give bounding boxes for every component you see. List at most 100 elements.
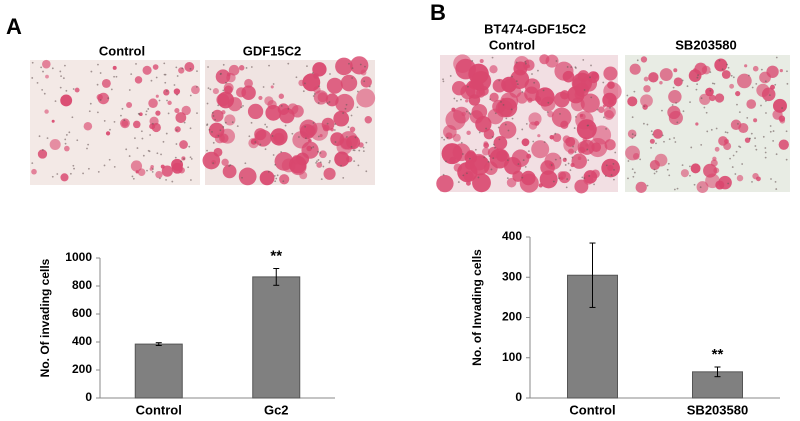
pore: [65, 89, 68, 92]
cell-stain: [506, 177, 517, 188]
cell-stain: [292, 131, 310, 149]
pore: [498, 138, 501, 141]
cell-stain: [476, 88, 486, 98]
pore: [222, 63, 225, 66]
pore: [485, 127, 488, 130]
pore: [515, 61, 518, 64]
pore: [206, 149, 208, 152]
cell-stain: [181, 105, 191, 116]
cell-stain: [627, 96, 638, 107]
cell-stain: [479, 58, 484, 64]
pore: [43, 92, 46, 95]
pore: [676, 121, 679, 124]
cell-stain: [516, 92, 528, 104]
cell-stain: [779, 68, 783, 73]
pore: [347, 126, 350, 128]
y-tick-label: 100: [502, 350, 522, 364]
pore: [212, 141, 215, 144]
pore: [491, 135, 494, 138]
cell-stain: [317, 92, 328, 103]
pore: [217, 134, 220, 137]
pore: [582, 59, 585, 61]
pore: [543, 141, 546, 144]
pore: [97, 170, 100, 173]
cell-stain: [436, 174, 454, 193]
panel-title: BT474-GDF15C2: [484, 21, 586, 36]
pore: [121, 107, 124, 110]
pore: [350, 114, 353, 117]
pore: [242, 104, 244, 107]
cell-stain: [452, 133, 461, 142]
pore: [655, 142, 657, 145]
pore: [457, 181, 460, 183]
pore: [703, 106, 706, 109]
pore: [354, 136, 357, 139]
pore: [68, 131, 71, 134]
pore: [345, 103, 348, 106]
pore: [315, 161, 317, 164]
pore: [525, 62, 527, 65]
pore: [365, 170, 368, 173]
y-tick-label: 400: [502, 229, 522, 243]
cell-stain: [648, 72, 659, 83]
pore: [317, 135, 320, 138]
cell-stain: [493, 136, 508, 150]
pore: [190, 158, 193, 160]
cell-stain: [167, 100, 172, 106]
pore: [524, 60, 527, 63]
pore: [510, 108, 513, 111]
pore: [264, 148, 267, 151]
cell-stain: [562, 70, 575, 83]
pore: [166, 90, 168, 92]
pore: [88, 110, 91, 113]
cell-stain: [752, 172, 759, 180]
pore: [248, 135, 251, 138]
pore: [764, 100, 767, 102]
pore: [537, 69, 539, 72]
pore: [313, 93, 316, 95]
cell-stain: [534, 96, 542, 103]
pore: [350, 145, 353, 148]
pore: [727, 182, 730, 185]
pore: [731, 166, 734, 168]
pore: [697, 74, 699, 77]
cell-stain: [466, 130, 471, 136]
pore: [73, 167, 75, 170]
pore: [64, 64, 66, 67]
cell-stain: [214, 133, 225, 144]
cell-stain: [74, 87, 80, 93]
cell-stain: [105, 131, 111, 136]
pore: [674, 141, 677, 143]
pore: [231, 121, 234, 124]
pore: [208, 128, 211, 131]
pore: [115, 75, 118, 78]
pore: [477, 176, 480, 179]
cell-stain: [654, 153, 668, 167]
y-tick-label: 1000: [65, 250, 92, 264]
cell-stain: [714, 58, 728, 72]
cell-stain: [224, 114, 236, 126]
cell-stain: [602, 92, 617, 108]
pore: [264, 123, 267, 126]
pore: [222, 126, 225, 128]
pore: [532, 140, 535, 143]
pore: [244, 162, 247, 165]
cell-stain: [778, 139, 789, 150]
cell-stain: [191, 85, 200, 95]
pore: [103, 120, 106, 122]
cell-stain: [464, 159, 475, 170]
pore: [686, 85, 689, 88]
pore: [639, 158, 642, 161]
pore: [140, 130, 143, 133]
pore: [312, 95, 315, 97]
pore: [764, 147, 767, 149]
significance: **: [270, 247, 282, 264]
pore: [646, 184, 649, 187]
panel-label: A: [6, 14, 22, 39]
pore: [550, 164, 553, 166]
pore: [180, 160, 183, 163]
pore: [131, 175, 134, 178]
pore: [634, 134, 637, 137]
pore: [276, 174, 279, 177]
cell-stain: [501, 76, 517, 93]
